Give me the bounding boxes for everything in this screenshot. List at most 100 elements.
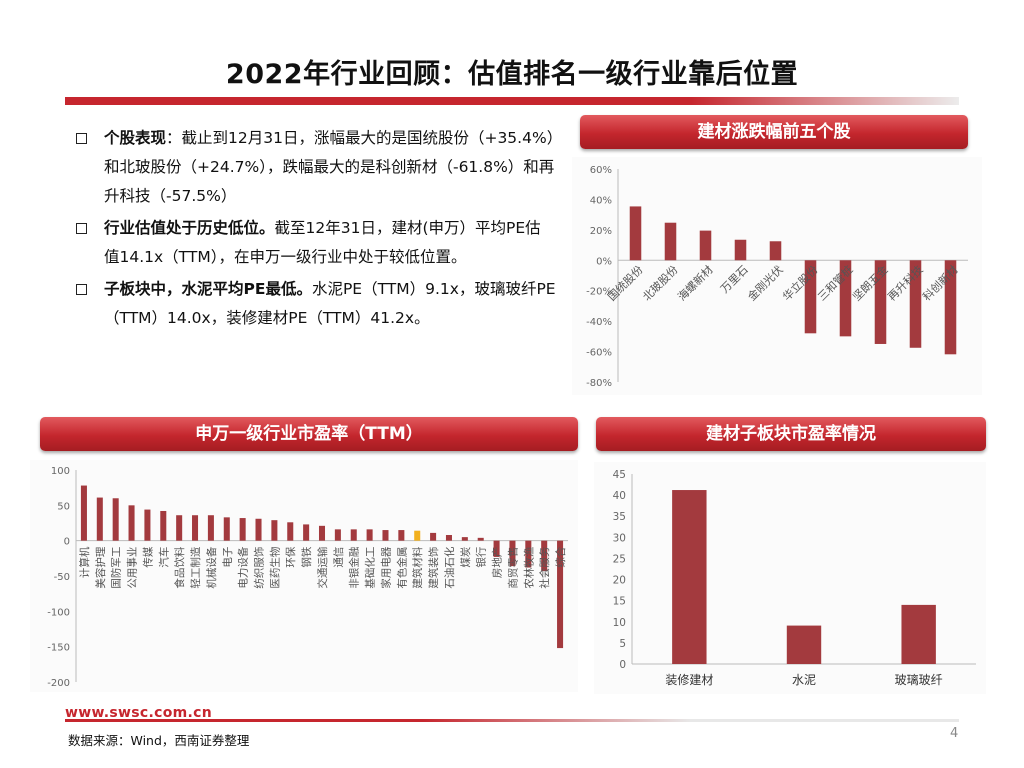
bar <box>287 522 294 541</box>
chart-industry-pe: -200 -150 -100 -50 0 50 100 计算机 美容护理 国防军工 公用事业 传媒 汽车… <box>30 460 578 692</box>
bar <box>477 537 484 541</box>
y-tick-label: -100 <box>47 607 70 618</box>
y-tick-label: 0% <box>596 256 612 267</box>
bar <box>112 498 119 541</box>
bar <box>223 517 230 541</box>
bar <box>382 530 389 541</box>
category-label: 综合 <box>554 546 567 567</box>
y-tick-label: 15 <box>613 596 626 608</box>
subsector-pe-svg: 0 5 10 15 20 25 30 35 40 45 装修建材 水泥 玻璃玻纤 <box>613 469 976 687</box>
y-tick-label: 35 <box>613 511 626 523</box>
category-label: 家用电器 <box>379 546 392 588</box>
y-tick-label: 40% <box>590 195 612 206</box>
category-label: 海螺新材 <box>675 263 716 304</box>
bullet-heading: 行业估值处于历史低位。 <box>104 219 275 237</box>
category-label: 有色金属 <box>395 547 408 589</box>
bar <box>557 540 564 649</box>
category-label: 电力设备 <box>237 546 250 588</box>
y-tick-label: 5 <box>619 638 626 650</box>
category-label: 金刚光伏 <box>745 263 786 304</box>
title-divider <box>65 97 959 105</box>
category-label: 医药生物 <box>268 547 281 589</box>
y-tick-label: -60% <box>586 348 612 359</box>
footer-url[interactable]: www.swsc.com.cn <box>65 705 213 721</box>
checkbox-bullet-icon <box>76 284 87 295</box>
bar <box>839 260 852 337</box>
bullet-industry-valuation: 行业估值处于历史低位。截至12年31日，建材(申万）平均PE估值14.1x（TT… <box>76 214 556 272</box>
bar <box>430 532 437 541</box>
y-tick-label: -200 <box>47 678 70 689</box>
bar <box>541 540 548 572</box>
category-label: 汽车 <box>157 547 170 568</box>
y-tick-label: 40 <box>613 490 626 502</box>
banner-stock-change: 建材涨跌幅前五个股 <box>580 115 968 149</box>
y-tick-label: -50 <box>54 572 70 583</box>
bar <box>96 497 103 541</box>
checkbox-bullet-icon <box>76 223 87 234</box>
category-label: 传媒 <box>141 546 154 568</box>
category-label: 钢铁 <box>300 546 313 567</box>
category-label: 建筑装饰 <box>427 547 440 589</box>
bar <box>509 540 516 567</box>
bar <box>804 260 817 334</box>
category-label: 轻工制造 <box>189 546 202 588</box>
bar <box>445 535 452 541</box>
bullet-heading: 子板块中，水泥平均PE最低。 <box>104 280 312 298</box>
bar <box>334 529 341 541</box>
y-tick-label: 0 <box>64 537 70 548</box>
category-label: 机械设备 <box>205 546 218 588</box>
banner-subsector-pe: 建材子板块市盈率情况 <box>596 417 986 451</box>
category-label: 非银金融 <box>348 546 361 588</box>
bullet-text: 截至12年31日，建材(申万）平均PE估值14.1x（TTM），在申万一级行业中… <box>104 219 541 266</box>
category-label: 电子 <box>221 547 234 568</box>
bar <box>901 604 936 664</box>
category-label: 社会服务 <box>538 546 551 588</box>
bar <box>366 529 373 541</box>
checkbox-bullet-icon <box>76 133 87 144</box>
category-label: 通信 <box>333 547 345 568</box>
bar <box>672 490 707 664</box>
bullet-subsector: 子板块中，水泥平均PE最低。水泥PE（TTM）9.1x，玻璃玻纤PE（TTM）1… <box>76 275 556 333</box>
y-tick-label: -150 <box>47 643 70 654</box>
category-label: 北玻股份 <box>640 263 680 303</box>
bullet-stock-performance: 个股表现：截止到12月31日，涨幅最大的是国统股份（+35.4%）和北玻股份（+… <box>76 124 556 211</box>
bar <box>398 530 405 541</box>
category-label: 农林牧渔 <box>522 547 535 589</box>
bar <box>414 530 421 541</box>
industry-pe-svg: -200 -150 -100 -50 0 50 100 计算机 美容护理 国防军工 公用事业 传媒 汽车… <box>47 466 568 689</box>
bullet-heading: 个股表现 <box>104 129 167 147</box>
y-tick-label: 30 <box>613 532 626 544</box>
chart-subsector-pe: 0 5 10 15 20 25 30 35 40 45 装修建材 水泥 玻璃玻纤 <box>594 462 986 694</box>
y-tick-label: 25 <box>613 553 626 565</box>
y-tick-label: 45 <box>613 469 626 481</box>
bar <box>255 518 262 541</box>
banner-industry-pe: 申万一级行业市盈率（TTM） <box>40 417 578 451</box>
category-label: 基础化工 <box>364 547 377 589</box>
bar <box>699 230 712 261</box>
bar <box>192 515 199 541</box>
bar <box>176 515 183 541</box>
bar <box>664 222 677 261</box>
category-label: 环保 <box>284 546 297 567</box>
bar <box>271 520 278 541</box>
bar <box>144 509 151 541</box>
category-label: 装修建材 <box>665 672 713 687</box>
page-title: 2022年行业回顾：估值排名一级行业靠后位置 <box>225 59 799 90</box>
bar <box>207 515 214 541</box>
bar <box>874 260 887 344</box>
chart-stock-change: -80% -60% -40% -20% 0% 20% 40% 60% 国统股份 北玻股份 海螺新材万… <box>572 157 982 395</box>
category-label: 食品饮料 <box>173 546 186 588</box>
category-label: 水泥 <box>792 673 816 687</box>
bar <box>303 524 310 541</box>
bullet-list: 个股表现：截止到12月31日，涨幅最大的是国统股份（+35.4%）和北玻股份（+… <box>76 124 556 336</box>
category-label: 国统股份 <box>605 263 645 303</box>
y-tick-label: 50 <box>57 501 70 512</box>
bar <box>944 260 957 355</box>
category-label: 煤炭 <box>459 546 472 568</box>
stock-change-svg: -80% -60% -40% -20% 0% 20% 40% 60% 国统股份北玻股份海螺新材万… <box>586 165 968 389</box>
bullet-text: 水泥PE（TTM）9.1x，玻璃玻纤PE（TTM）14.0x，装修建材PE（TT… <box>104 280 556 327</box>
y-tick-label: 60% <box>590 165 612 176</box>
bar <box>909 260 922 348</box>
bar <box>128 505 135 541</box>
bar <box>525 540 532 568</box>
